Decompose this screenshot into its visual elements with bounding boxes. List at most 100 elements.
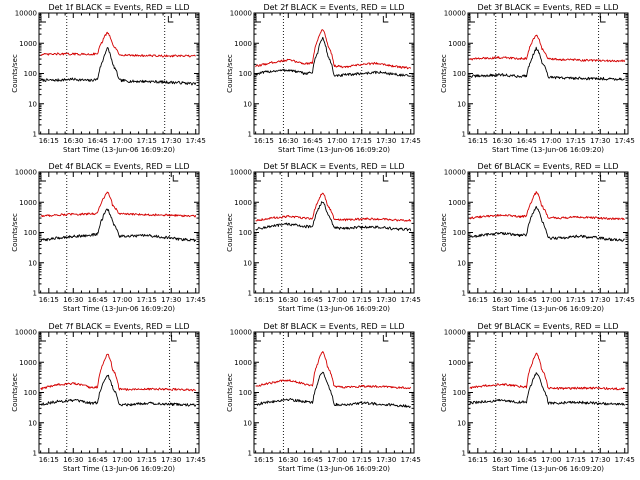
y-tick-label: 10 — [28, 259, 37, 267]
panel-det-6f: Det 6f BLACK = Events, RED = LLD 1 10 100 10… — [440, 162, 635, 313]
x-tick-label: 17:30 — [161, 456, 181, 464]
x-tick-label: 16:45 — [517, 456, 537, 464]
y-tick-label: 10 — [457, 259, 466, 267]
x-tick-label: 16:15 — [468, 296, 488, 304]
interval-mark — [600, 175, 606, 182]
x-tick-label: 17:45 — [186, 137, 206, 145]
x-tick-label: 17:15 — [566, 296, 586, 304]
y-tick-label: 100 — [24, 389, 37, 397]
y-tick-label: 100 — [453, 70, 466, 78]
interval-mark — [255, 335, 261, 342]
y-tick-label: 10000 — [15, 10, 37, 18]
x-tick-label: 16:45 — [303, 137, 323, 145]
y-tick-label: 1000 — [234, 359, 252, 367]
interval-mark — [600, 16, 606, 23]
y-axis-label: Counts/sec — [226, 54, 234, 93]
x-axis-label: Start Time (13-Jun-06 16:09:20) — [63, 146, 175, 154]
x-axis-label: Start Time (13-Jun-06 16:09:20) — [492, 465, 604, 473]
x-tick-label: 17:45 — [186, 456, 206, 464]
x-tick-label: 16:30 — [63, 296, 83, 304]
y-tick-label: 10 — [28, 419, 37, 427]
x-tick-label: 16:15 — [468, 456, 488, 464]
x-tick-label: 17:30 — [590, 137, 610, 145]
x-tick-label: 16:30 — [63, 137, 83, 145]
y-tick-label: 10000 — [444, 10, 466, 18]
y-tick-label: 10 — [243, 419, 252, 427]
y-tick-label: 1000 — [448, 359, 466, 367]
y-tick-label: 10000 — [230, 169, 252, 177]
x-tick-label: 16:45 — [88, 456, 108, 464]
y-tick-label: 1 — [462, 131, 466, 139]
x-tick-label: 16:30 — [63, 456, 83, 464]
events-series-line — [469, 372, 625, 406]
x-tick-label: 17:15 — [352, 296, 372, 304]
events-series-line — [255, 371, 411, 408]
interval-mark — [469, 16, 475, 23]
x-tick-label: 16:30 — [492, 296, 512, 304]
y-tick-label: 100 — [239, 389, 252, 397]
plot-frame — [467, 12, 629, 135]
interval-mark — [382, 175, 389, 182]
y-tick-label: 10000 — [15, 329, 37, 337]
x-tick-label: 17:15 — [137, 296, 157, 304]
x-tick-label: 16:45 — [303, 456, 323, 464]
x-tick-label: 17:30 — [590, 456, 610, 464]
x-tick-label: 17:00 — [112, 296, 132, 304]
y-axis-label: Counts/sec — [11, 213, 19, 252]
x-axis-label: Start Time (13-Jun-06 16:09:20) — [278, 146, 390, 154]
interval-mark — [382, 335, 389, 342]
y-tick-label: 1000 — [19, 359, 37, 367]
panel-det-1f: Det 1f BLACK = Events, RED = LLD 1 10 100 10… — [11, 3, 206, 154]
interval-mark — [172, 175, 179, 182]
events-series-line — [40, 374, 197, 407]
y-tick-label: 10 — [243, 100, 252, 108]
lld-series-line — [469, 191, 625, 221]
x-axis-label: Start Time (13-Jun-06 16:09:20) — [278, 465, 390, 473]
lld-series-line — [40, 191, 197, 218]
panel-title: Det 8f BLACK = Events, RED = LLD — [263, 322, 404, 331]
x-axis-label: Start Time (13-Jun-06 16:09:20) — [63, 465, 175, 473]
plot-frame — [467, 171, 629, 294]
y-tick-label: 100 — [24, 70, 37, 78]
x-tick-label: 16:45 — [517, 296, 537, 304]
x-tick-label: 17:45 — [186, 296, 206, 304]
x-tick-label: 17:30 — [161, 137, 181, 145]
y-tick-label: 1000 — [234, 199, 252, 207]
interval-mark — [167, 16, 174, 23]
x-tick-label: 17:15 — [352, 456, 372, 464]
panel-det-3f: Det 3f BLACK = Events, RED = LLD 1 10 100 10… — [440, 3, 635, 154]
y-tick-label: 100 — [453, 389, 466, 397]
x-tick-label: 17:15 — [352, 137, 372, 145]
x-tick-label: 16:45 — [517, 137, 537, 145]
interval-mark — [469, 335, 475, 342]
interval-mark — [600, 335, 606, 342]
y-tick-label: 1000 — [448, 40, 466, 48]
y-tick-label: 10000 — [444, 169, 466, 177]
y-tick-label: 100 — [453, 229, 466, 237]
interval-mark — [171, 335, 177, 342]
x-tick-label: 17:00 — [541, 456, 561, 464]
x-tick-label: 17:30 — [376, 456, 396, 464]
x-tick-label: 16:45 — [88, 137, 108, 145]
interval-mark — [382, 16, 389, 23]
interval-mark — [40, 16, 46, 23]
x-tick-label: 17:45 — [401, 296, 421, 304]
y-tick-label: 1000 — [448, 199, 466, 207]
x-tick-label: 16:45 — [88, 296, 108, 304]
panel-title: Det 5f BLACK = Events, RED = LLD — [263, 162, 404, 171]
lld-series-line — [255, 29, 412, 70]
plot-frame — [38, 12, 200, 135]
plot-frame — [38, 171, 200, 294]
y-tick-label: 10 — [243, 259, 252, 267]
panel-title: Det 2f BLACK = Events, RED = LLD — [263, 3, 404, 12]
y-tick-label: 100 — [239, 229, 252, 237]
x-tick-label: 16:30 — [278, 456, 298, 464]
panel-title: Det 7f BLACK = Events, RED = LLD — [48, 322, 189, 331]
panel-title: Det 4f BLACK = Events, RED = LLD — [48, 162, 189, 171]
lld-series-line — [469, 34, 626, 63]
x-tick-label: 17:45 — [615, 137, 635, 145]
x-tick-label: 16:30 — [492, 456, 512, 464]
x-tick-label: 17:00 — [327, 137, 347, 145]
y-axis-label: Counts/sec — [11, 373, 19, 412]
